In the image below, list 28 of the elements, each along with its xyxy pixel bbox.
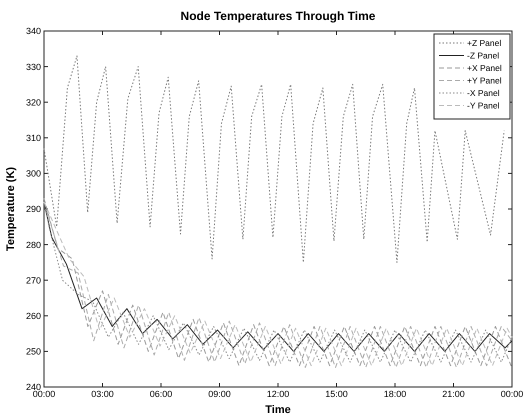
y-axis-title: Temperature (K) (5, 166, 17, 252)
x-tick-label: 15:00 (325, 389, 348, 399)
y-tick-label: 300 (26, 168, 41, 179)
y-tick-label: 320 (26, 97, 41, 108)
legend-label: -Y Panel (467, 100, 500, 110)
y-tick-label: 290 (26, 204, 41, 214)
x-tick-label: 00:00 (500, 389, 523, 399)
x-tick-label: 09:00 (208, 389, 231, 399)
legend-label: +Z Panel (467, 38, 502, 48)
x-tick-label: 00:00 (32, 389, 56, 399)
x-tick-label: 18:00 (384, 389, 406, 399)
legend-label: +Y Panel (467, 75, 502, 86)
legend-label: -Z Panel (467, 50, 500, 60)
x-axis-title: Time (265, 404, 291, 416)
x-tick-label: 03:00 (91, 389, 114, 399)
y-tick-label: 250 (26, 346, 41, 357)
y-tick-label: 260 (26, 310, 41, 321)
x-tick-label: 12:00 (266, 389, 290, 399)
legend-label: -X Panel (467, 88, 500, 98)
y-tick-label: 330 (26, 62, 41, 72)
y-tick-label: 270 (26, 275, 41, 286)
x-tick-label: 21:00 (442, 389, 465, 399)
y-tick-label: 280 (26, 240, 41, 250)
chart-title: Node Temperatures Through Time (180, 9, 376, 23)
legend-label: +X Panel (467, 62, 502, 73)
y-tick-label: 310 (26, 132, 41, 143)
y-tick-label: 340 (26, 26, 41, 36)
x-tick-label: 06:00 (150, 389, 172, 399)
